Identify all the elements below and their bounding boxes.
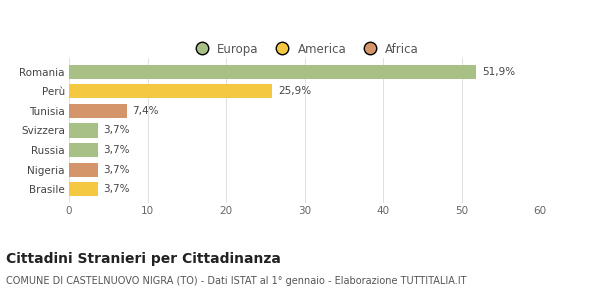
Bar bbox=[69, 143, 98, 157]
Bar bbox=[69, 65, 476, 79]
Bar bbox=[69, 84, 272, 98]
Text: 3,7%: 3,7% bbox=[104, 145, 130, 155]
Text: 3,7%: 3,7% bbox=[104, 165, 130, 175]
Bar bbox=[69, 182, 98, 196]
Text: 3,7%: 3,7% bbox=[104, 184, 130, 194]
Legend: Europa, America, Africa: Europa, America, Africa bbox=[185, 38, 424, 60]
Text: 51,9%: 51,9% bbox=[482, 67, 515, 77]
Text: 3,7%: 3,7% bbox=[104, 126, 130, 135]
Bar bbox=[69, 104, 127, 118]
Text: 25,9%: 25,9% bbox=[278, 86, 311, 96]
Text: 7,4%: 7,4% bbox=[133, 106, 159, 116]
Text: Cittadini Stranieri per Cittadinanza: Cittadini Stranieri per Cittadinanza bbox=[6, 252, 281, 266]
Text: COMUNE DI CASTELNUOVO NIGRA (TO) - Dati ISTAT al 1° gennaio - Elaborazione TUTTI: COMUNE DI CASTELNUOVO NIGRA (TO) - Dati … bbox=[6, 276, 467, 285]
Bar bbox=[69, 124, 98, 137]
Bar bbox=[69, 163, 98, 177]
